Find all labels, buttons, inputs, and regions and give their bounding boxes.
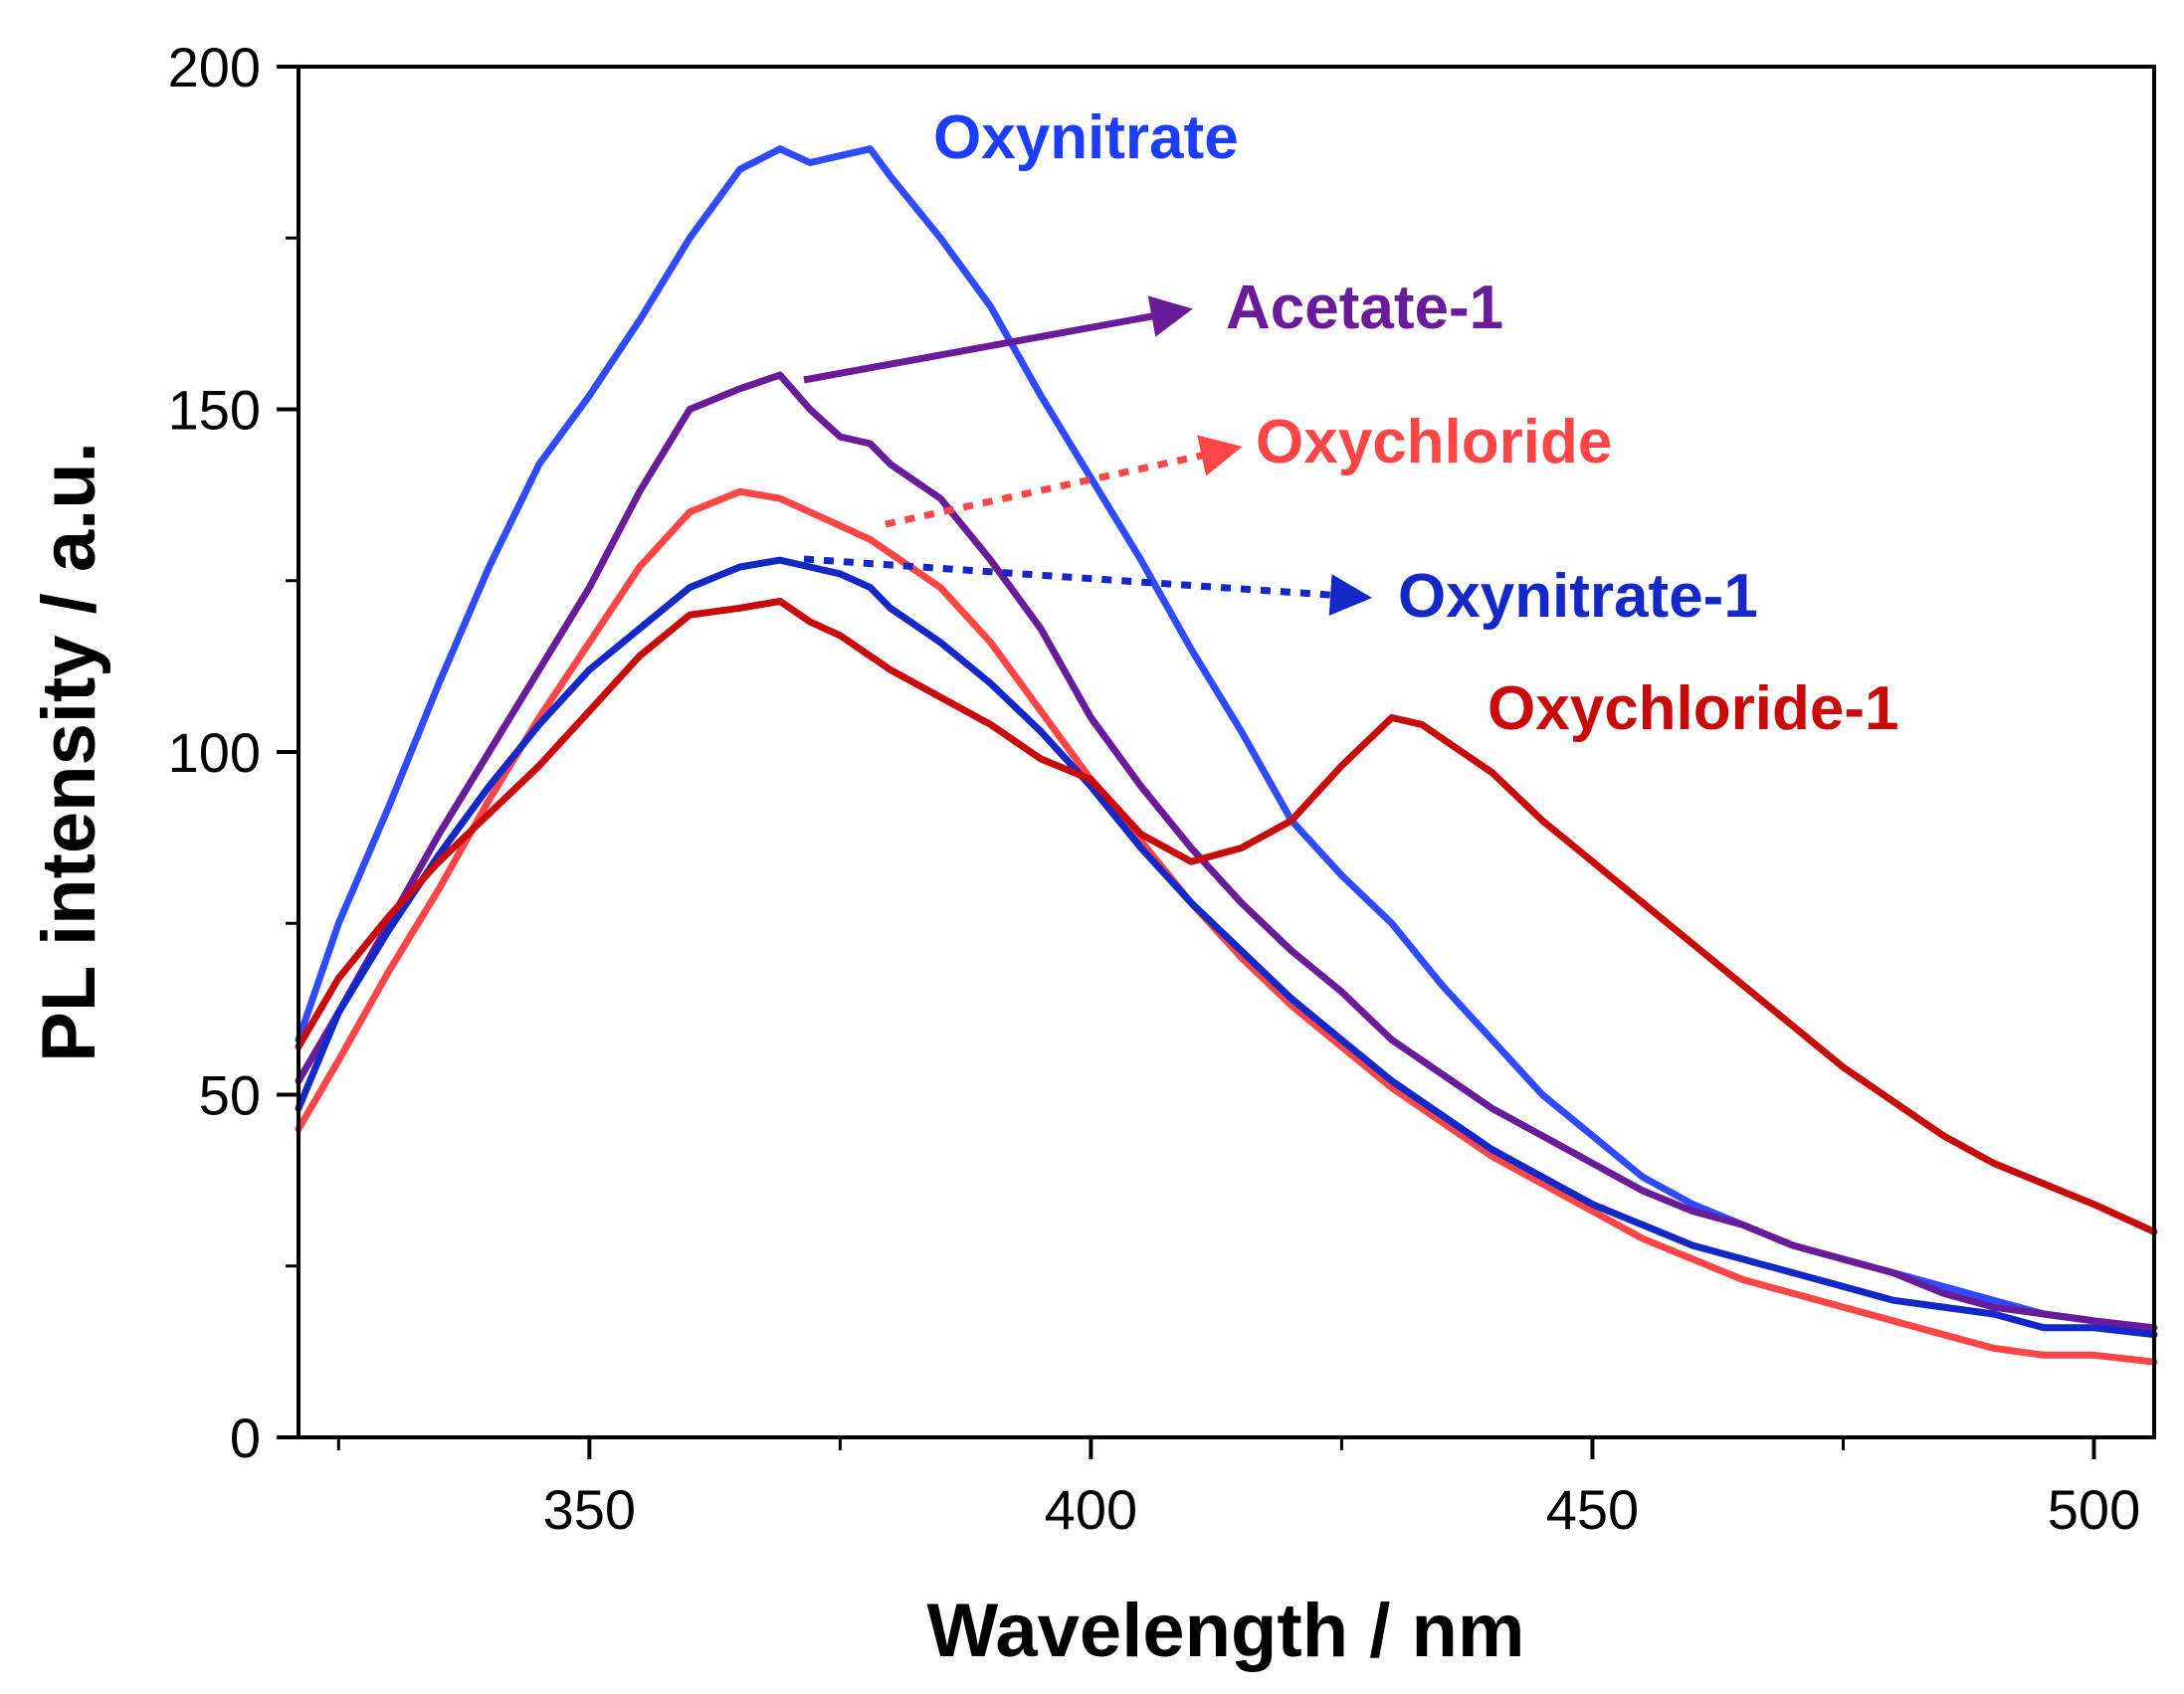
series-group xyxy=(295,145,2158,1366)
label-oxychloride: Oxychloride xyxy=(1256,408,1612,476)
x-tick-label: 350 xyxy=(543,1478,636,1541)
label-oxychloride-1: Oxychloride-1 xyxy=(1488,674,1898,743)
label-acetate-1: Acetate-1 xyxy=(1226,274,1503,342)
oxynitrate-1-arrow xyxy=(803,555,1372,617)
y-tick-label: 100 xyxy=(168,721,261,784)
y-tick-label: 0 xyxy=(230,1407,261,1469)
acetate-1-arrow xyxy=(803,295,1193,384)
x-tick-label: 450 xyxy=(1546,1478,1639,1541)
y-tick-label: 50 xyxy=(199,1064,261,1127)
label-oxynitrate: Oxynitrate xyxy=(933,103,1239,172)
plot-frame xyxy=(297,65,2156,1439)
series-line-oxychloride xyxy=(295,487,2158,1366)
series-line-acetate-1 xyxy=(295,371,2158,1332)
label-oxynitrate-1: Oxynitrate-1 xyxy=(1398,562,1758,631)
oxychloride-arrow xyxy=(885,435,1243,528)
y-tick-label: 200 xyxy=(168,36,261,98)
y-axis-title: PL intensity / a.u. xyxy=(27,442,111,1062)
x-tick-label: 400 xyxy=(1045,1478,1137,1541)
x-tick-label: 500 xyxy=(2048,1478,2140,1541)
axis-group: 350 400 450 500 0 50 100 150 200 xyxy=(168,36,2141,1541)
series-line-oxychloride-1 xyxy=(295,597,2158,1235)
x-axis-title: Wavelength / nm xyxy=(926,1589,1524,1673)
series-line-oxynitrate-1 xyxy=(295,556,2158,1339)
y-tick-label: 150 xyxy=(168,379,261,442)
